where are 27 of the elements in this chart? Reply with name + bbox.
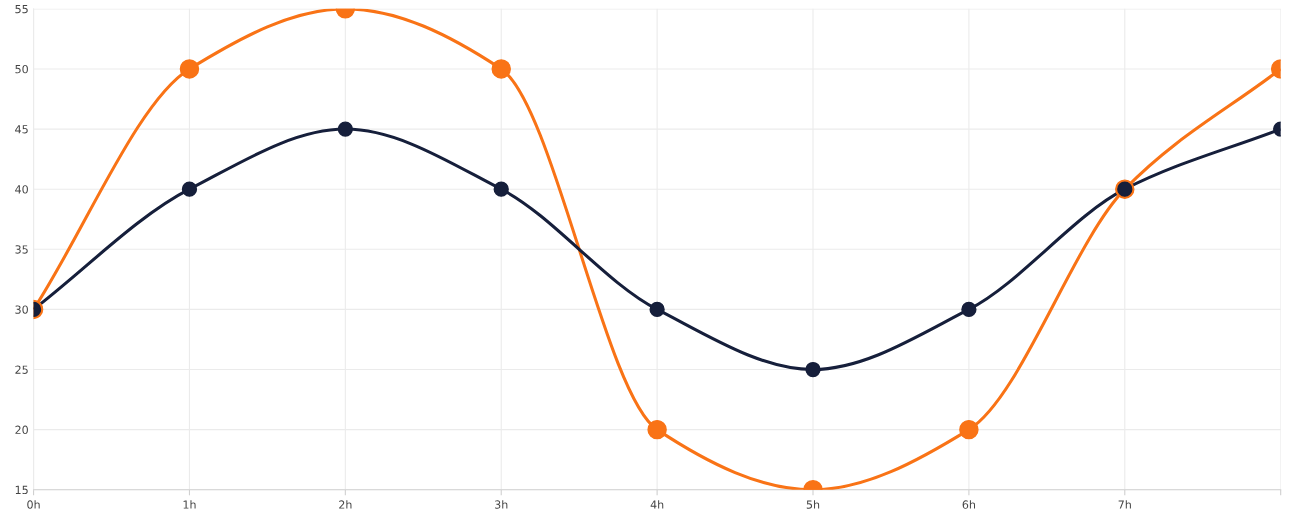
y-tick-label: 30: [15, 305, 28, 314]
point: [491, 59, 511, 79]
y-tick-label: 25: [15, 365, 28, 374]
y-tick-label: 15: [15, 485, 28, 495]
x-tick-label: 4h: [650, 500, 664, 509]
y-tick-label: 50: [15, 64, 28, 74]
y-tick-label: 20: [15, 425, 28, 435]
point: [181, 181, 198, 197]
point: [649, 301, 665, 318]
y-tick-label: 55: [15, 4, 28, 14]
x-tick-label: 0h: [27, 500, 40, 509]
point: [647, 419, 667, 440]
x-tick-label: 7h: [1118, 500, 1131, 509]
x-tick-label: 3h: [495, 500, 508, 509]
point: [337, 121, 353, 137]
point: [179, 59, 200, 79]
point: [805, 361, 821, 378]
x-tick-label: 2h: [339, 500, 352, 509]
y-tick-label: 40: [15, 185, 28, 194]
point: [961, 301, 977, 318]
x-tick-label: 5h: [806, 500, 820, 509]
x-tick-label: 6h: [962, 500, 976, 509]
point: [959, 419, 979, 440]
y-tick-label: 45: [15, 125, 28, 134]
point: [493, 181, 509, 197]
y-tick-label: 35: [15, 245, 28, 254]
x-tick-label: 1h: [183, 500, 196, 509]
